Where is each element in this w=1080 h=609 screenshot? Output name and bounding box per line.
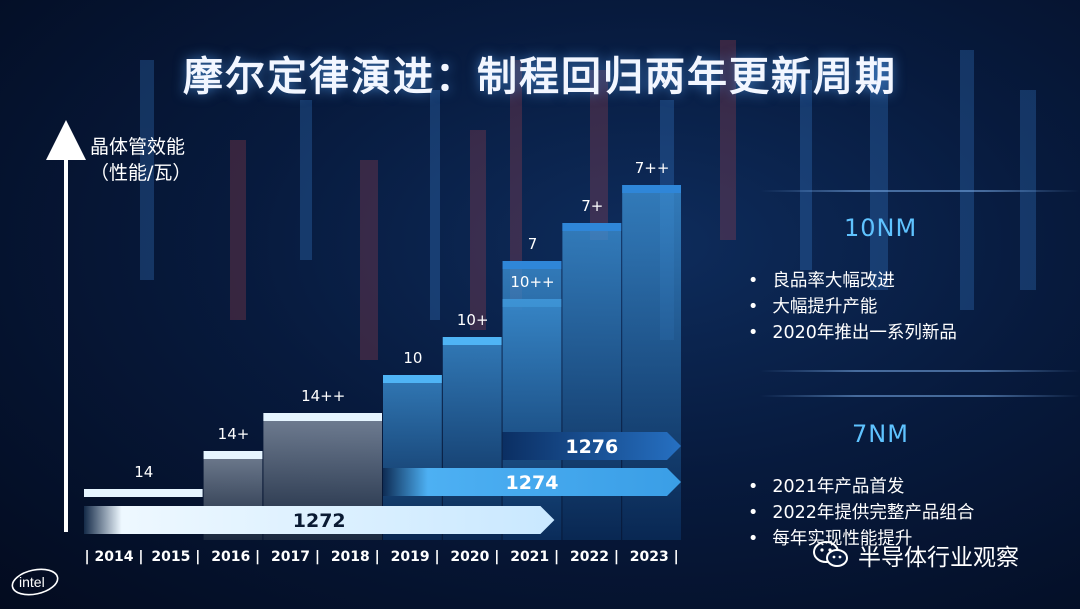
y-axis-label-line1: 晶体管效能 (90, 136, 186, 158)
node-label: 7+ (581, 197, 604, 215)
section-10nm-heading: 10NM (844, 214, 918, 242)
y-axis-label: 晶体管效能 （性能/瓦） (90, 134, 191, 186)
divider-middle (760, 370, 1080, 372)
y-axis-label-line2: （性能/瓦） (90, 162, 192, 184)
x-tick-label: 2021 | (510, 549, 560, 565)
node-bar (502, 261, 562, 540)
x-tick-label: 2020 | (450, 549, 500, 565)
x-tick-label: 2023 | (629, 549, 679, 565)
node-label: 7 (527, 235, 538, 253)
node-label: 7++ (634, 159, 670, 177)
node-label: 10 (403, 349, 423, 367)
watermark: 半导体行业观察 (812, 538, 1019, 572)
node-label: 14++ (301, 387, 346, 405)
wechat-icon (813, 541, 848, 567)
node-label: 14 (134, 463, 154, 481)
bullet-10nm-1: 良品率大幅改进 (748, 268, 957, 294)
watermark-text: 半导体行业观察 (858, 545, 1019, 571)
divider-lower (760, 395, 1080, 397)
section-7nm-heading: 7NM (852, 420, 909, 448)
bullet-7nm-2: 2022年提供完整产品组合 (748, 500, 974, 526)
bullet-7nm-3: 每年实现性能提升 (748, 526, 974, 552)
divider-top (760, 190, 1080, 192)
x-tick-label: 2016 | (211, 549, 261, 565)
bullet-10nm-2: 大幅提升产能 (748, 294, 957, 320)
x-tick-label: 2015 | (151, 549, 201, 565)
section-10nm-bullets: 良品率大幅改进 大幅提升产能 2020年推出一系列新品 (748, 268, 957, 346)
bullet-10nm-3: 2020年推出一系列新品 (748, 320, 957, 346)
process-arrow-label: 1276 (565, 436, 618, 458)
section-7nm-bullets: 2021年产品首发 2022年提供完整产品组合 每年实现性能提升 (748, 474, 974, 552)
node-label: 14+ (217, 425, 250, 443)
x-tick-label: 2019 | (390, 549, 440, 565)
x-tick-label: | 2014 | (84, 549, 144, 565)
intel-logo: intel (11, 568, 59, 596)
x-tick-label: 2017 | (271, 549, 320, 565)
process-arrow (383, 468, 681, 496)
process-arrow (502, 432, 681, 460)
x-tick-label: 2022 | (570, 549, 619, 565)
bullet-7nm-1: 2021年产品首发 (748, 474, 974, 500)
process-arrow-label: 1274 (506, 472, 559, 494)
node-label: 10+ (456, 311, 489, 329)
process-arrow (84, 506, 555, 534)
process-arrow-label: 1272 (293, 510, 346, 532)
x-tick-label: 2018 | (330, 549, 380, 565)
node-bar (84, 489, 203, 497)
node-label: 10++ (510, 273, 555, 291)
svg-text:intel: intel (19, 574, 45, 590)
x-axis-labels: | 2014 | 2015 | 2016 | 2017 | 2018 | 2019 | 20… (82, 549, 684, 565)
page-title: 摩尔定律演进：制程回归两年更新周期 (183, 54, 897, 100)
